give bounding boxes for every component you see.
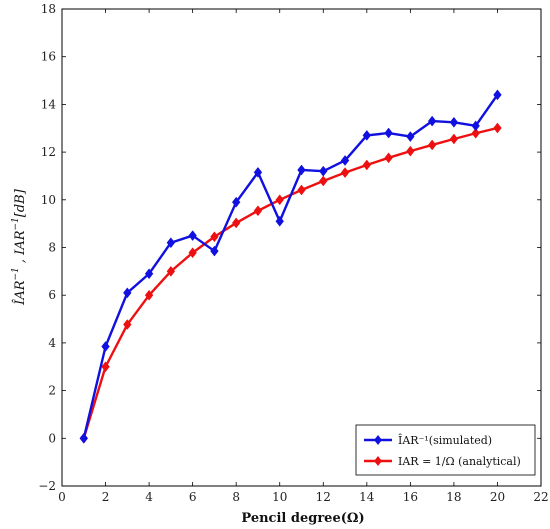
plot-frame [61, 8, 542, 487]
data-point [79, 432, 88, 444]
x-tick-label: 22 [533, 490, 548, 504]
data-point [101, 361, 110, 373]
data-point [340, 167, 350, 179]
data-point [188, 247, 197, 259]
data-point [471, 127, 480, 139]
data-point [123, 287, 132, 299]
data-point [427, 139, 437, 151]
data-point [188, 230, 197, 241]
legend-label: IAR = 1/Ω (analytical) [398, 455, 521, 468]
y-tick-label: 10 [41, 193, 56, 207]
x-tick-label: 12 [316, 490, 331, 504]
data-point [384, 152, 393, 164]
data-point [210, 231, 219, 243]
data-point [449, 133, 459, 145]
y-tick-label: 2 [48, 384, 56, 398]
data-point [231, 196, 241, 208]
y-tick-label: 18 [41, 2, 56, 16]
data-point [253, 205, 263, 217]
data-point [384, 127, 393, 139]
legend-swatch-marker [374, 456, 382, 466]
x-tick-label: 16 [403, 490, 418, 504]
legend-swatch-marker [374, 435, 382, 445]
x-axis-label: Pencil degree(Ω) [241, 511, 364, 526]
data-point [275, 194, 284, 206]
data-point [144, 289, 154, 301]
legend: ÎAR⁻¹(simulated) IAR = 1/Ω (analytical) [355, 424, 536, 476]
x-tick-label: 18 [446, 490, 461, 504]
x-tick-label: 6 [189, 490, 197, 504]
series-layer [79, 89, 502, 444]
x-tick-label: 2 [102, 490, 110, 504]
series-simulated [79, 89, 502, 444]
data-point [166, 237, 176, 249]
data-point [123, 319, 132, 330]
data-point [427, 115, 437, 127]
y-tick-label: 0 [48, 431, 56, 445]
data-point [297, 184, 306, 196]
data-point [210, 245, 219, 257]
data-point [449, 116, 459, 128]
x-tick-label: 4 [145, 490, 153, 504]
y-tick-label: 4 [48, 336, 56, 350]
series-line [82, 94, 499, 439]
data-point [144, 268, 154, 280]
x-tick-label: 10 [272, 490, 287, 504]
legend-entry: ÎAR⁻¹(simulated) [364, 433, 492, 447]
series-line [82, 126, 498, 439]
y-tick-label: 6 [48, 288, 56, 302]
data-point [231, 217, 241, 229]
legend-box [355, 424, 536, 476]
y-tick-label: 14 [41, 97, 57, 111]
y-axis-label: ÎAR−1 , IAR−1[dB] [11, 188, 28, 306]
legend-label: ÎAR⁻¹(simulated) [398, 433, 492, 447]
data-point [253, 166, 263, 178]
data-point [275, 215, 284, 227]
y-tick-label: 12 [41, 145, 56, 159]
data-point [319, 165, 328, 177]
x-tick-label: 0 [58, 490, 66, 504]
data-point [493, 122, 502, 134]
data-point [471, 120, 480, 132]
y-tick-label: 16 [41, 50, 56, 64]
data-point [101, 341, 110, 352]
data-point [340, 155, 350, 166]
svg-text:ÎAR−1 , IAR−1[dB]: ÎAR−1 , IAR−1[dB] [11, 188, 28, 306]
x-tick-label: 20 [490, 490, 505, 504]
y-tick-label: −2 [38, 479, 56, 493]
data-point [297, 164, 306, 176]
y-tick-label: 8 [48, 241, 56, 255]
data-point [406, 131, 415, 143]
series-analytical [79, 122, 502, 444]
data-point [362, 159, 372, 171]
data-point [319, 175, 328, 187]
x-tick-label: 8 [232, 490, 240, 504]
data-point [362, 129, 372, 141]
data-point [166, 265, 176, 277]
x-tick-label: 14 [359, 490, 375, 504]
legend-entry: IAR = 1/Ω (analytical) [364, 455, 521, 468]
data-point [493, 89, 502, 101]
data-point [406, 145, 415, 157]
